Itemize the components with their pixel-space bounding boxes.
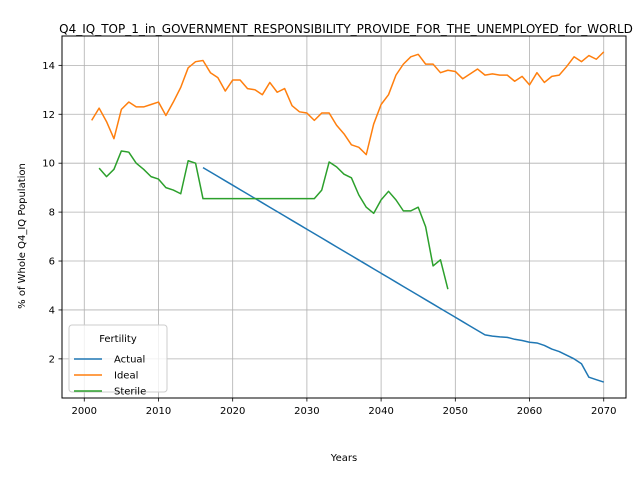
y-axis-label: % of Whole Q4_IQ Population (17, 163, 28, 309)
x-tick-label: 2070 (591, 406, 616, 417)
grid (62, 36, 626, 398)
x-tick-label: 2000 (72, 406, 97, 417)
y-tick-label: 12 (42, 110, 55, 121)
x-axis: 2000 2010 2020 2030 2040 2050 2060 2070 (72, 398, 616, 417)
series-line-ideal (91, 51, 605, 156)
plot-area (61, 35, 627, 399)
y-tick-label: 10 (42, 159, 55, 170)
y-tick-label: 4 (49, 305, 55, 316)
x-tick-label: 2010 (146, 406, 171, 417)
legend-label-sterile: Sterile (114, 387, 146, 398)
legend: Fertility Actual Ideal Sterile (68, 324, 168, 398)
x-tick-label: 2030 (294, 406, 319, 417)
y-tick-label: 8 (49, 208, 55, 219)
y-tick-label: 6 (49, 257, 55, 268)
series-lines (91, 51, 605, 383)
legend-label-ideal: Ideal (114, 371, 138, 382)
y-tick-label: 14 (42, 61, 55, 72)
series-line-actual (202, 166, 604, 383)
x-tick-label: 2050 (443, 406, 468, 417)
legend-entries: Actual Ideal Sterile (74, 355, 146, 398)
x-tick-label: 2060 (517, 406, 542, 417)
legend-title: Fertility (99, 334, 137, 345)
legend-label-actual: Actual (114, 355, 145, 366)
y-axis: 2 4 6 8 10 12 14 (42, 61, 62, 365)
x-tick-label: 2040 (368, 406, 393, 417)
x-axis-label: Years (330, 453, 357, 464)
y-tick-label: 2 (49, 354, 55, 365)
x-tick-label: 2020 (220, 406, 245, 417)
series-line-sterile (98, 150, 449, 290)
chart-title: Q4_IQ_TOP_1_in_GOVERNMENT_RESPONSIBILITY… (59, 22, 633, 36)
